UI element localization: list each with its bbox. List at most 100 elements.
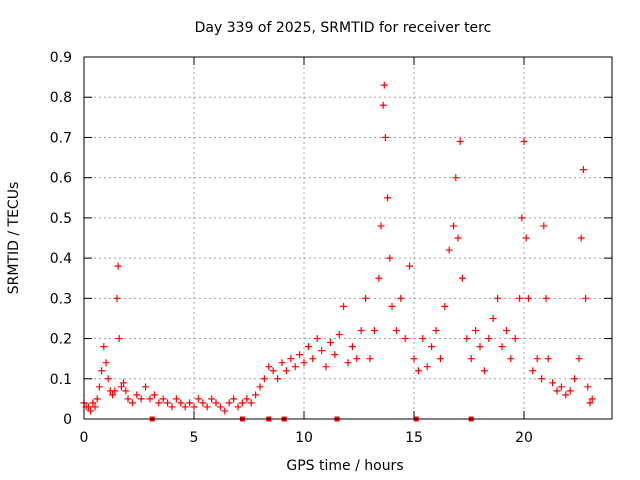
data-point — [282, 367, 290, 375]
data-point — [502, 327, 510, 335]
y-tick-label: 0.8 — [50, 90, 72, 106]
x-tick-label: 5 — [190, 430, 199, 446]
data-point — [87, 407, 95, 415]
data-point — [524, 294, 532, 302]
data-point — [89, 399, 97, 407]
data-point — [452, 174, 460, 182]
data-point — [480, 367, 488, 375]
data-point — [168, 403, 176, 411]
data-point — [117, 383, 125, 391]
x-tick-label: 0 — [80, 430, 89, 446]
data-point — [498, 343, 506, 351]
data-point — [318, 347, 326, 355]
y-tick-label: 0.5 — [50, 211, 72, 227]
data-point — [456, 137, 464, 145]
data-point — [203, 403, 211, 411]
y-tick-label: 0.2 — [50, 332, 72, 348]
data-point — [494, 294, 502, 302]
data-point — [379, 101, 387, 109]
data-point — [122, 387, 130, 395]
data-point — [370, 327, 378, 335]
data-point — [450, 222, 458, 230]
data-point — [362, 294, 370, 302]
y-axis-label: SRMTID / TECUs — [6, 182, 22, 295]
data-point — [432, 327, 440, 335]
data-point — [557, 383, 565, 391]
data-point — [265, 363, 273, 371]
data-point — [579, 166, 587, 174]
data-point — [256, 383, 264, 391]
data-point — [177, 399, 185, 407]
data-point — [159, 395, 167, 403]
y-tick-label: 0.7 — [50, 130, 72, 146]
data-point — [353, 355, 361, 363]
data-point — [194, 395, 202, 403]
data-point — [577, 234, 585, 242]
data-point — [113, 294, 121, 302]
data-point — [234, 403, 242, 411]
data-point — [155, 399, 163, 407]
data-point — [553, 387, 561, 395]
data-point — [326, 339, 334, 347]
data-point — [436, 355, 444, 363]
y-tick-label: 0.9 — [50, 50, 72, 66]
data-point — [142, 383, 150, 391]
data-point — [146, 395, 154, 403]
data-point — [566, 387, 574, 395]
data-point — [423, 363, 431, 371]
x-tick-label: 10 — [295, 430, 313, 446]
data-point — [366, 355, 374, 363]
data-point — [472, 327, 480, 335]
data-point — [95, 383, 103, 391]
data-point — [575, 355, 583, 363]
data-point — [520, 137, 528, 145]
data-point — [243, 395, 251, 403]
data-point — [516, 294, 524, 302]
data-point — [377, 222, 385, 230]
data-points — [80, 81, 596, 415]
data-point — [533, 355, 541, 363]
data-point — [476, 343, 484, 351]
data-point — [120, 379, 128, 387]
data-point — [381, 133, 389, 141]
data-point — [544, 355, 552, 363]
data-point — [489, 314, 497, 322]
data-point — [511, 335, 519, 343]
data-point — [584, 383, 592, 391]
data-point — [296, 351, 304, 359]
data-point — [287, 355, 295, 363]
data-point — [111, 387, 119, 395]
data-point — [124, 395, 132, 403]
data-point — [467, 355, 475, 363]
data-point — [384, 194, 392, 202]
data-point — [380, 81, 388, 89]
data-point — [98, 367, 106, 375]
data-point — [216, 403, 224, 411]
data-point — [522, 234, 530, 242]
data-point — [137, 395, 145, 403]
data-point — [588, 395, 596, 403]
data-point — [212, 399, 220, 407]
y-tick-label: 0.4 — [50, 251, 72, 267]
data-point — [221, 407, 229, 415]
plot-frame — [83, 56, 613, 420]
data-point — [538, 375, 546, 383]
data-point — [115, 335, 123, 343]
data-point — [344, 359, 352, 367]
data-point — [458, 274, 466, 282]
data-point — [304, 343, 312, 351]
data-point — [406, 262, 414, 270]
data-point — [291, 363, 299, 371]
data-point — [300, 359, 308, 367]
x-tick-label: 15 — [405, 430, 423, 446]
data-point — [164, 399, 172, 407]
data-point — [100, 343, 108, 351]
data-point — [428, 343, 436, 351]
data-point — [133, 391, 141, 399]
data-point — [388, 302, 396, 310]
data-point — [529, 367, 537, 375]
data-point — [340, 302, 348, 310]
data-point — [274, 375, 282, 383]
